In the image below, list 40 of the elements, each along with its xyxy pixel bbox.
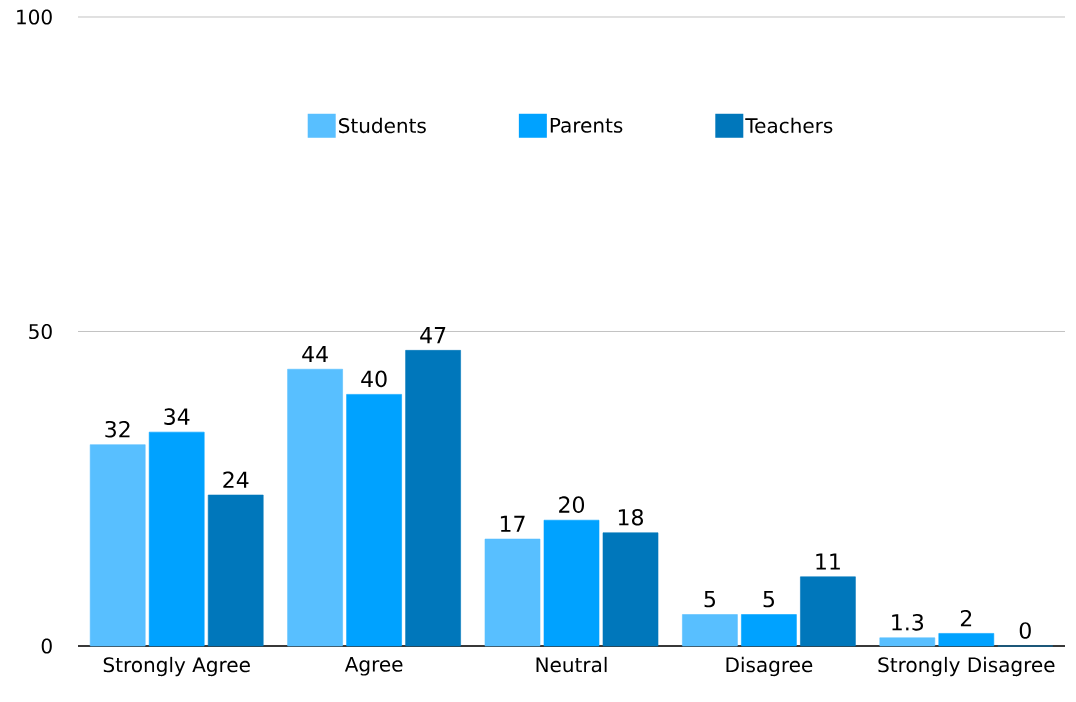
x-tick-label: Strongly Disagree (878, 656, 1055, 677)
data-label: 0 (1019, 622, 1031, 639)
bar (682, 614, 738, 647)
data-label: 17 (500, 515, 525, 532)
y-tick-label: 50 (29, 323, 52, 340)
data-label: 40 (361, 370, 387, 388)
x-tick-label: Neutral (536, 656, 607, 673)
bar (148, 431, 205, 647)
bar (287, 368, 343, 647)
data-label: 2 (960, 609, 972, 627)
bar (89, 444, 146, 647)
x-tick-label: Agree (344, 656, 403, 676)
data-label: 44 (302, 345, 328, 363)
x-tick-label: Strongly Agree (103, 656, 250, 677)
data-label: 18 (618, 508, 643, 526)
data-label: 5 (763, 591, 774, 608)
data-label: 34 (164, 408, 190, 425)
data-label: 24 (223, 471, 249, 488)
data-label: 32 (105, 420, 130, 438)
legend-label: Students (339, 117, 426, 134)
legend-label: Parents (550, 117, 623, 133)
y-tick-label: 100 (17, 9, 52, 25)
bar (938, 633, 995, 647)
data-label: 20 (559, 496, 585, 513)
x-tick-label: Disagree (726, 656, 813, 677)
data-label: 47 (420, 327, 446, 344)
bar (543, 519, 600, 647)
legend-label: Teachers (745, 117, 833, 134)
bar (346, 394, 402, 647)
data-label: 11 (816, 553, 840, 570)
bar (602, 532, 659, 647)
bar (879, 637, 936, 647)
y-tick-label: 0 (41, 638, 52, 654)
bar (800, 576, 856, 647)
bar (484, 538, 541, 647)
data-label: 1.3 (892, 613, 924, 631)
bar (741, 614, 797, 647)
bar (207, 494, 264, 647)
bar (405, 350, 461, 647)
data-label: 5 (704, 591, 715, 608)
